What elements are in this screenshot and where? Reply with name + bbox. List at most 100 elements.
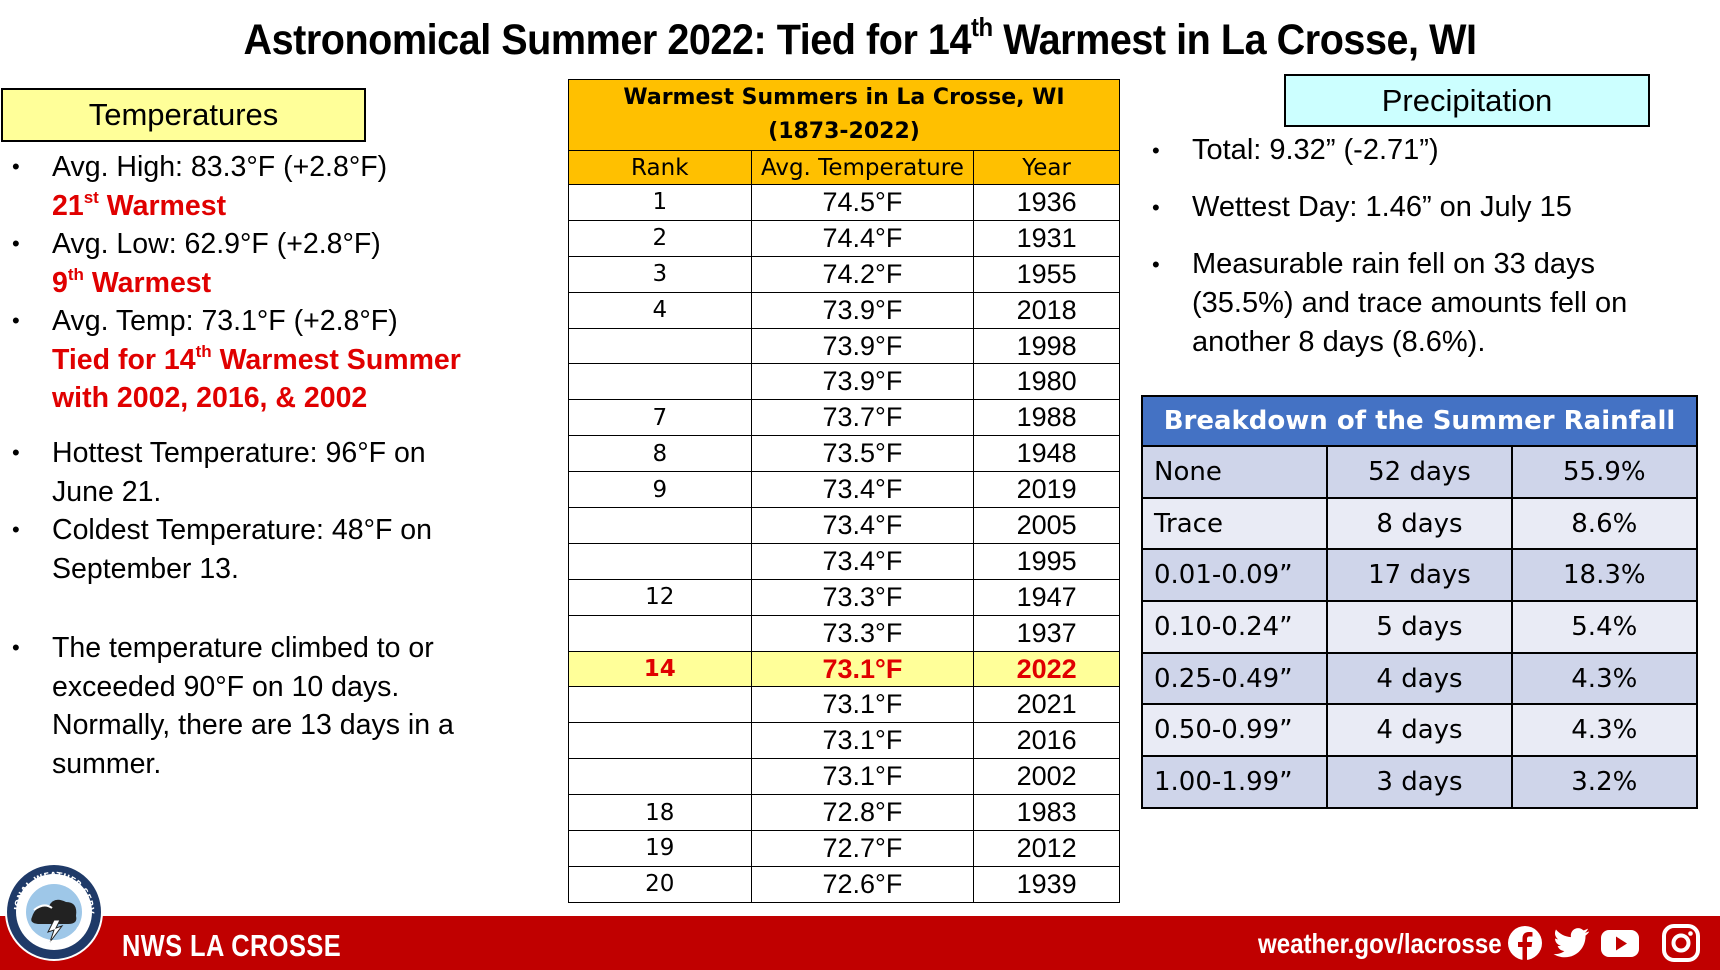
extremes-list: • Hottest Temperature: 96°F on June 21. •…	[0, 434, 540, 588]
table-row: 0.01-0.09” 17 days 18.3%	[1140, 548, 1699, 603]
list-item: • Measurable rain fell on 33 days (35.5%) …	[1140, 245, 1720, 362]
table-row: 12 73.3°F 1947	[568, 578, 1120, 616]
youtube-icon[interactable]	[1600, 923, 1640, 963]
facebook-icon[interactable]	[1505, 923, 1545, 963]
percent-cell: 55.9%	[1510, 445, 1699, 499]
temperature-cell: 73.1°F	[750, 758, 975, 796]
rank-cell: 1	[568, 184, 752, 221]
year-cell: 1988	[973, 399, 1120, 437]
list-item: • Avg. High: 83.3°F (+2.8°F) 21st Warmes…	[0, 148, 540, 225]
page-title: Astronomical Summer 2022: Tied for 14th …	[243, 12, 1477, 64]
year-cell: 1937	[973, 614, 1120, 652]
nws-logo: NATIONAL WEATHER SERVICE LA CROSSE, WI	[4, 862, 103, 961]
column-header-rank: Rank	[568, 150, 752, 185]
list-item: • Wettest Day: 1.46” on July 15	[1140, 188, 1720, 227]
percent-cell: 18.3%	[1510, 548, 1699, 603]
table-row: 73.4°F 1995	[568, 542, 1120, 580]
bullet-icon: •	[1152, 195, 1160, 220]
temperature-cell: 73.1°F	[750, 686, 975, 724]
table-row: 19 72.7°F 2012	[568, 830, 1120, 867]
days-cell: 4 days	[1326, 703, 1513, 758]
list-item: • Hottest Temperature: 96°F on June 21.	[0, 434, 540, 511]
year-cell: 2016	[973, 722, 1120, 760]
bullet-icon: •	[12, 517, 20, 542]
table-row: 8 73.5°F 1948	[568, 435, 1120, 473]
table-row: 0.10-0.24” 5 days 5.4%	[1140, 600, 1699, 654]
percent-cell: 5.4%	[1510, 600, 1699, 654]
rank-cell	[568, 758, 752, 796]
temperature-cell: 73.9°F	[750, 327, 975, 365]
bullet-icon: •	[12, 231, 20, 256]
table-row: 4 73.9°F 2018	[568, 291, 1120, 329]
list-item: • Total: 9.32” (-2.71”)	[1140, 131, 1720, 170]
year-cell: 1948	[973, 435, 1120, 473]
table-row: 1.00-1.99” 3 days 3.2%	[1140, 755, 1699, 809]
avg-low-rank: 9th Warmest	[52, 264, 212, 299]
rank-cell: 12	[568, 578, 752, 616]
avg-temp-rank: Tied for 14th Warmest Summer with 2002, 2…	[52, 341, 461, 415]
table-row: 73.1°F 2002	[568, 758, 1120, 796]
rank-cell: 8	[568, 435, 752, 473]
table-row: 0.50-0.99” 4 days 4.3%	[1140, 703, 1699, 758]
days-cell: 5 days	[1326, 600, 1513, 654]
table-row: 73.3°F 1937	[568, 614, 1120, 652]
year-cell: 1947	[973, 578, 1120, 616]
temperature-cell: 73.1°F	[750, 722, 975, 760]
rank-cell: 9	[568, 471, 752, 509]
avg-high-rank: 21st Warmest	[52, 187, 227, 222]
table-row: 1 74.5°F 1936	[568, 184, 1120, 221]
year-cell: 1980	[973, 363, 1120, 401]
temperature-cell: 73.4°F	[750, 542, 975, 580]
temperature-cell: 73.3°F	[750, 578, 975, 616]
days-cell: 4 days	[1326, 651, 1513, 706]
rank-cell	[568, 363, 752, 401]
precipitation-header: Precipitation	[1284, 74, 1650, 127]
year-cell: 2012	[973, 830, 1120, 867]
temperature-cell: 74.4°F	[750, 219, 975, 257]
table-row: 18 72.8°F 1983	[568, 794, 1120, 832]
table-title: Breakdown of the Summer Rainfall	[1141, 395, 1698, 447]
table-row: 7 73.7°F 1988	[568, 399, 1120, 437]
table-row: None 52 days 55.9%	[1140, 445, 1699, 499]
table-row: 0.25-0.49” 4 days 4.3%	[1140, 651, 1699, 706]
temperature-cell: 72.8°F	[750, 794, 975, 832]
table-row: 2 74.4°F 1931	[568, 219, 1120, 257]
range-cell: Trace	[1140, 496, 1329, 551]
temperature-cell: 73.4°F	[750, 507, 975, 544]
rank-cell	[568, 614, 752, 652]
temperature-cell: 73.1°F	[750, 650, 975, 688]
twitter-icon[interactable]	[1551, 923, 1591, 963]
list-item: • Avg. Temp: 73.1°F (+2.8°F) Tied for 14…	[0, 302, 540, 418]
bullet-icon: •	[1152, 252, 1160, 277]
bullet-icon: •	[12, 308, 20, 333]
year-cell: 2005	[973, 507, 1120, 544]
percent-cell: 3.2%	[1510, 755, 1699, 809]
temperature-cell: 72.7°F	[750, 830, 975, 867]
footer-bar: NWS LA CROSSE weather.gov/lacrosse	[0, 916, 1720, 970]
rank-cell	[568, 542, 752, 580]
range-cell: 0.50-0.99”	[1140, 703, 1329, 758]
rank-cell	[568, 722, 752, 760]
year-cell: 1931	[973, 219, 1120, 257]
year-cell: 1995	[973, 542, 1120, 580]
range-cell: 0.01-0.09”	[1140, 548, 1329, 603]
year-cell: 1936	[973, 184, 1120, 221]
temperature-cell: 73.7°F	[750, 399, 975, 437]
table-row: Trace 8 days 8.6%	[1140, 496, 1699, 551]
table-row: 73.1°F 2016	[568, 722, 1120, 760]
bullet-icon: •	[1152, 138, 1160, 163]
table-row: 73.9°F 1998	[568, 327, 1120, 365]
warmest-summers-table: Warmest Summers in La Crosse, WI (1873-20…	[568, 79, 1120, 903]
list-item: • The temperature climbed to or exceeded …	[0, 629, 540, 783]
temperature-cell: 72.6°F	[750, 865, 975, 903]
table-row: 20 72.6°F 1939	[568, 865, 1120, 903]
temperatures-header: Temperatures	[1, 88, 366, 142]
office-name: NWS LA CROSSE	[122, 928, 342, 963]
temperature-stats-list: • Avg. High: 83.3°F (+2.8°F) 21st Warmes…	[0, 148, 540, 418]
instagram-icon[interactable]	[1661, 923, 1701, 963]
range-cell: 0.10-0.24”	[1140, 600, 1329, 654]
website-link[interactable]: weather.gov/lacrosse	[1258, 928, 1502, 959]
year-cell: 2018	[973, 291, 1120, 329]
list-item: • Avg. Low: 62.9°F (+2.8°F) 9th Warmest	[0, 225, 540, 302]
year-cell: 2002	[973, 758, 1120, 796]
